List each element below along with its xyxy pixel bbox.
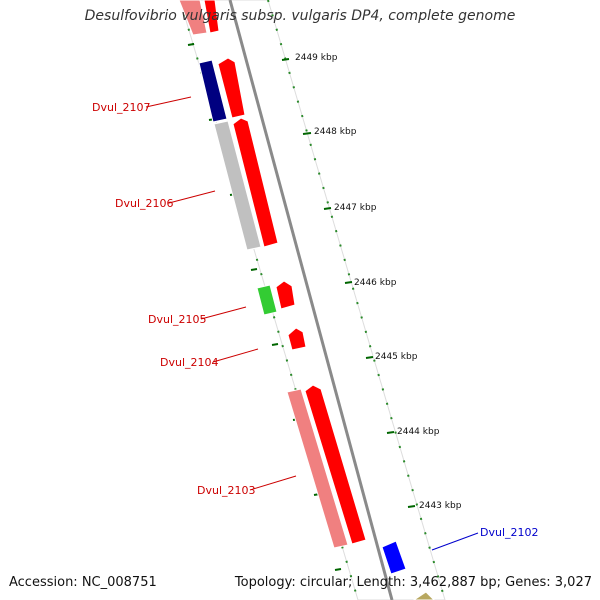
gene-feature-top-forward[interactable] [203,0,220,34]
gene-labels: Dvul_2107 Dvul_2106 Dvul_2105 Dvul_2104 … [92,101,539,539]
gene-feature-dvul-2107-forward[interactable] [217,57,246,119]
kbp-tick [323,207,332,210]
gene-feature-dvul-2102[interactable] [381,540,407,575]
kbp-label: 2443 kbp [419,501,462,511]
gene-feature-dvul-2106[interactable] [213,120,262,251]
kbp-label: 2444 kbp [397,427,440,437]
gene-feature-dvul-2103[interactable] [286,388,349,549]
gene-feature-dvul-2107[interactable] [198,59,228,123]
gene-label-dvul-2105[interactable]: Dvul_2105 [148,313,207,326]
kbp-label: 2448 kbp [314,127,357,137]
gene-label-dvul-2104[interactable]: Dvul_2104 [160,356,219,369]
kbp-tick [344,281,353,284]
gene-label-dvul-2107[interactable]: Dvul_2107 [92,101,151,114]
kbp-tick [386,431,395,434]
gene-feature-dvul-2103-forward[interactable] [304,384,367,545]
gene-feature-dvul-2104[interactable] [287,327,307,351]
genome-backbone [228,0,394,600]
gene-feature-dvul-2105[interactable] [256,284,278,316]
gene-label-dvul-2106[interactable]: Dvul_2106 [115,197,174,210]
gene-feature-dvul-2106-forward[interactable] [232,117,279,248]
gene-label-dvul-2102[interactable]: Dvul_2102 [480,526,539,539]
kbp-label: 2445 kbp [375,352,418,362]
kbp-label: 2446 kbp [354,278,397,288]
kbp-tick [365,356,374,359]
gene-label-dvul-2103[interactable]: Dvul_2103 [197,484,256,497]
kbp-tick [407,505,416,508]
gene-feature-top-reverse[interactable] [178,0,208,36]
kbp-tick [281,58,290,61]
map-title: Desulfovibrio vulgaris subsp. vulgaris D… [84,8,516,24]
gene-leaders [145,96,479,551]
kbp-scale: 2449 kbp 2448 kbp 2447 kbp 2446 kbp 2445… [281,53,462,511]
kbp-tick [302,132,312,135]
genome-info-label: Topology: circular; Length: 3,462,887 bp… [234,575,592,590]
kbp-label: 2447 kbp [334,203,377,213]
kbp-label: 2449 kbp [295,53,338,63]
accession-label: Accession: NC_008751 [9,575,157,590]
gene-feature-dvul-2105-forward[interactable] [275,280,296,310]
gene-feature-bottom-partial[interactable] [413,591,435,600]
